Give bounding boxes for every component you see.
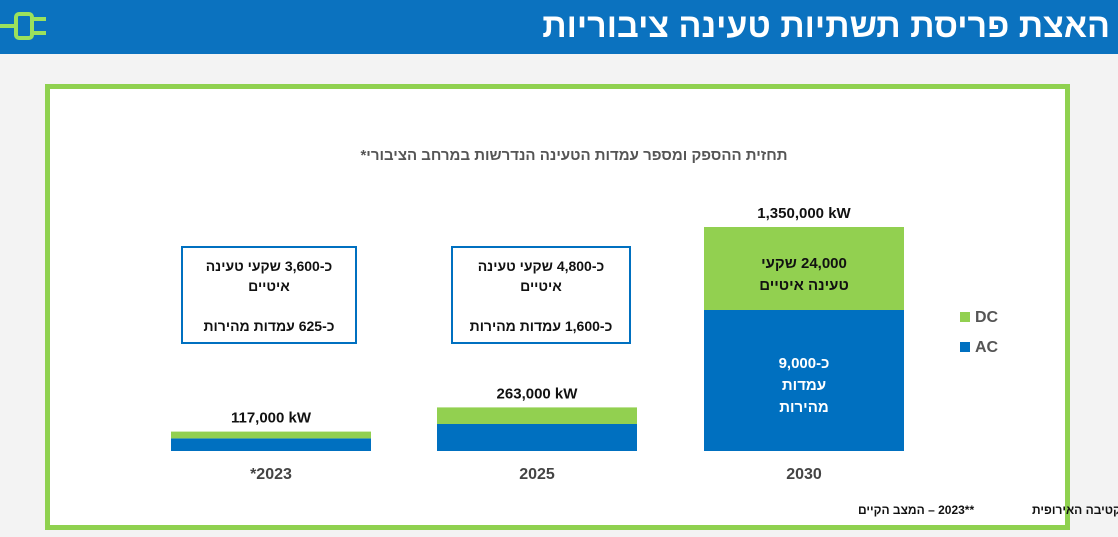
chart-title: תחזית ההספק ומספר עמדות הטעינה הנדרשות ב… <box>360 147 787 164</box>
bar-ac-0 <box>171 438 371 451</box>
total-label-2: 1,350,000 kW <box>757 205 851 222</box>
legend-label-dc: DC <box>975 309 999 326</box>
total-label-0: 117,000 kW <box>231 410 312 427</box>
bar-ac-1 <box>437 424 637 451</box>
note-box-2023: כ-3,600 שקעי טעינה איטיים כ-625 עמדות מה… <box>181 246 357 344</box>
footnote-current: **2023 – המצב הקיים <box>858 503 974 517</box>
bar-ac-2 <box>704 310 904 451</box>
bar-dc-0 <box>171 431 371 439</box>
dc-segment-text-2030: 24,000 שקעי טעינה איטיים <box>759 255 849 294</box>
footnote-directive: *על פי הדירקטיבה האירופית <box>1032 503 1118 517</box>
x-tick-label-0: *2023 <box>250 466 292 483</box>
legend-swatch-ac <box>960 342 970 352</box>
plug-icon <box>0 12 46 40</box>
x-tick-label-1: 2025 <box>519 466 555 483</box>
header-bar: האצת פריסת תשתיות טעינה ציבוריות <box>0 0 1118 54</box>
bar-dc-1 <box>437 407 637 424</box>
x-tick-label-2: 2030 <box>786 466 822 483</box>
legend-swatch-dc <box>960 312 970 322</box>
bar-dc-2 <box>704 227 904 310</box>
legend-label-ac: AC <box>975 339 999 356</box>
total-label-1: 263,000 kW <box>497 385 579 402</box>
ac-segment-text-2030: כ-9,000 עמדות מהירות <box>778 355 830 416</box>
note-box-2025: כ-4,800 שקעי טעינה איטיים כ-1,600 עמדות … <box>451 246 631 344</box>
page-title: האצת פריסת תשתיות טעינה ציבוריות <box>542 7 1110 45</box>
